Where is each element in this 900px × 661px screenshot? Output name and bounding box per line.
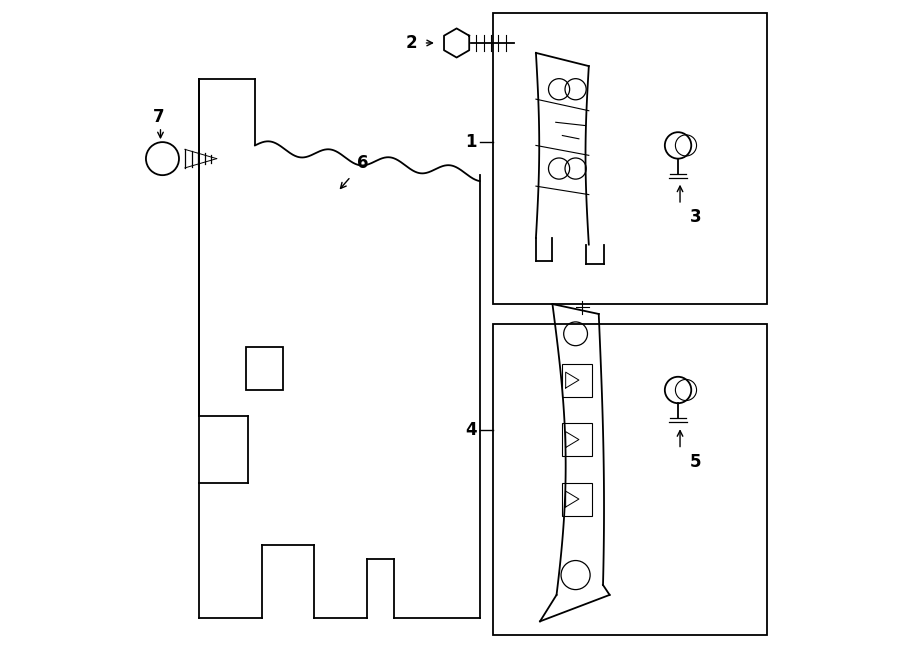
Text: 5: 5	[690, 453, 701, 471]
Bar	[562, 423, 592, 456]
Text: 6: 6	[357, 154, 369, 172]
Text: 1: 1	[465, 133, 476, 151]
Bar	[562, 364, 592, 397]
Bar	[493, 324, 768, 635]
Text: 2: 2	[405, 34, 417, 52]
Text: 4: 4	[464, 420, 476, 439]
Text: 7: 7	[153, 108, 165, 126]
Bar	[493, 13, 768, 304]
Bar	[562, 483, 592, 516]
Text: 3: 3	[690, 208, 702, 226]
Bar	[247, 347, 283, 390]
